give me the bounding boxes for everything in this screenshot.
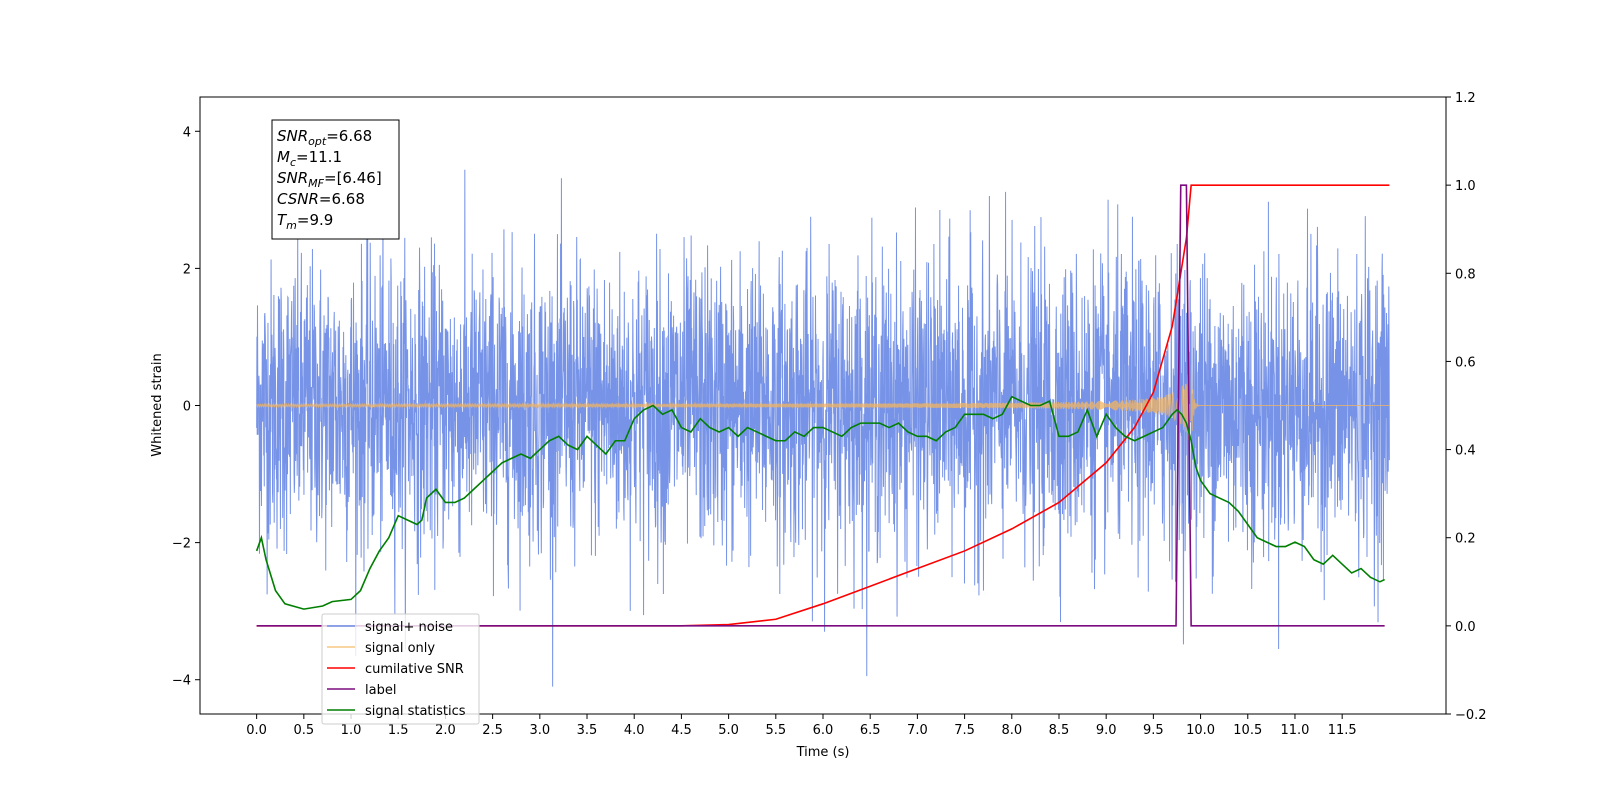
x-tick-label: 7.0 [907, 723, 928, 738]
x-tick-label: 0.0 [246, 723, 267, 738]
x-tick-label: 8.5 [1049, 723, 1070, 738]
plot-series [255, 169, 1390, 687]
x-tick-label: 6.5 [860, 723, 881, 738]
y-right-tick-label: 0.4 [1455, 444, 1476, 459]
legend-entry: cumilative SNR [365, 662, 464, 677]
x-tick-label: 10.5 [1233, 723, 1262, 738]
y-right-tick-label: 1.2 [1455, 91, 1476, 106]
x-tick-label: 11.5 [1328, 723, 1357, 738]
x-tick-label: 0.5 [293, 723, 314, 738]
x-tick-label: 5.5 [765, 723, 786, 738]
y-right-tick-label: 0.8 [1455, 267, 1476, 282]
legend-entry: label [365, 683, 396, 698]
y-left-tick-label: −2 [172, 537, 191, 552]
y-right-tick-label: 0.2 [1455, 532, 1476, 547]
x-tick-label: 8.0 [1001, 723, 1022, 738]
legend-entry: signal statistics [365, 704, 466, 719]
annotation-line: SNRopt=6.68 [277, 127, 372, 148]
legend-frame [321, 613, 480, 725]
x-axis-title: Time (s) [796, 745, 850, 760]
y-left-tick-label: 0 [183, 400, 191, 415]
series-signal-only [256, 364, 1390, 440]
y-right-tick-label: 0.6 [1455, 355, 1476, 370]
x-tick-label: 9.0 [1096, 723, 1117, 738]
x-tick-label: 6.0 [813, 723, 834, 738]
x-tick-label: 2.5 [482, 723, 503, 738]
axes: 0.0 0.5 1.0 1.5 2.0 2.5 3.0 3.5 4.0 4.5 5.0 5.5 6.0 6… [172, 91, 1487, 738]
x-tick-label: 1.5 [388, 723, 409, 738]
x-tick-label: 2.0 [435, 723, 456, 738]
y-left-tick-label: −4 [172, 674, 191, 689]
legend: signal+ noise signal only cumilative SNR la… [321, 613, 480, 725]
x-tick-label: 10.0 [1186, 723, 1215, 738]
y-right-tick-label: 1.0 [1455, 179, 1476, 194]
x-tick-label: 3.5 [577, 723, 598, 738]
annotation-line: SNRMF=[6.46] [277, 169, 382, 190]
legend-entry: signal+ noise [365, 620, 453, 635]
annotation-frame [271, 119, 400, 240]
x-tick-label: 3.0 [529, 723, 550, 738]
annotation-line: Tm=9.9 [277, 211, 333, 232]
x-tick-label: 5.0 [718, 723, 739, 738]
x-tick-label: 1.0 [341, 723, 362, 738]
x-tick-label: 4.0 [624, 723, 645, 738]
x-tick-label: 4.5 [671, 723, 692, 738]
series-signal-statistics [255, 395, 1385, 610]
series-label [256, 184, 1385, 627]
y-axis-title: Whitened strain [150, 353, 165, 456]
x-tick-label: 9.5 [1143, 723, 1164, 738]
x-tick-label: 7.5 [954, 723, 975, 738]
annotation-line: Mc=11.1 [277, 148, 342, 169]
y-left-tick-label: 2 [183, 262, 191, 277]
series-signal-noise [256, 169, 1390, 687]
y-right-tick-label: 0.0 [1455, 620, 1476, 635]
x-tick-label: 11.0 [1280, 723, 1309, 738]
y-right-tick-label: −0.2 [1455, 708, 1487, 723]
legend-entry: signal only [365, 641, 435, 656]
annotation-line: CSNR=6.68 [277, 190, 365, 208]
y-left-tick-label: 4 [183, 125, 191, 140]
